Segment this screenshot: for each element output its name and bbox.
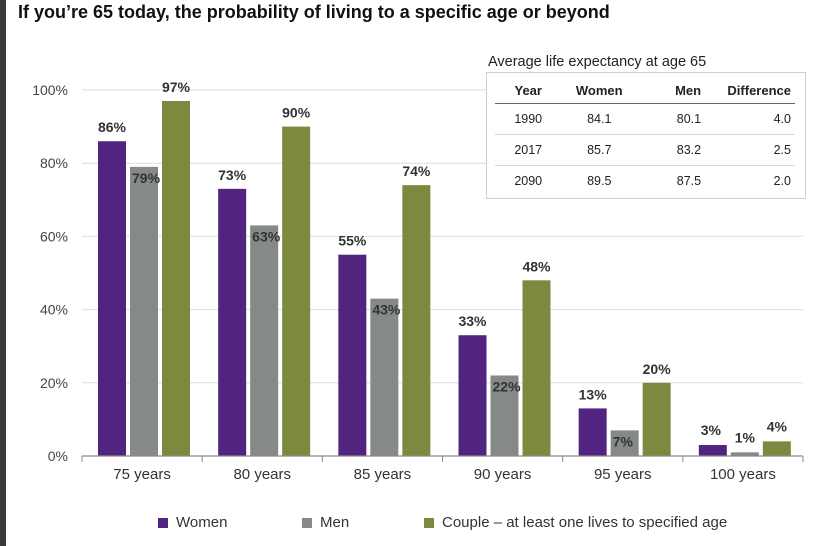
table-cell-men: 83.2 <box>637 134 706 166</box>
bar-men <box>250 225 279 456</box>
x-tick-label: 80 years <box>233 466 291 483</box>
x-tick-label: 90 years <box>474 466 532 483</box>
data-label: 22% <box>493 378 522 394</box>
bar-women <box>338 254 367 456</box>
data-label: 63% <box>252 228 281 244</box>
legend-label-men: Men <box>320 514 350 531</box>
chart-title: If you’re 65 today, the probability of l… <box>18 2 610 22</box>
y-tick-label: 100% <box>32 82 68 98</box>
table-header-year: Year <box>495 77 562 104</box>
legend-swatch-couple <box>424 517 434 528</box>
bar-women <box>218 188 247 456</box>
y-tick-label: 80% <box>40 155 68 171</box>
bar-men <box>490 375 519 456</box>
data-label: 4% <box>767 418 788 434</box>
table-cell-difference: 2.5 <box>705 134 795 166</box>
x-tick-label: 85 years <box>354 466 412 483</box>
legend-swatch-women <box>158 517 168 528</box>
table-cell-year: 2017 <box>495 134 562 166</box>
data-label: 3% <box>701 422 722 438</box>
bar-couple <box>642 382 671 456</box>
data-label: 79% <box>132 170 161 186</box>
data-label: 43% <box>372 302 401 318</box>
bar-women <box>698 445 727 456</box>
table-cell-women: 85.7 <box>561 134 638 166</box>
bar-women <box>578 408 607 456</box>
table-cell-men: 87.5 <box>676 174 702 188</box>
table-row: 2017 85.7 83.2 2.5 <box>495 134 795 166</box>
y-tick-label: 60% <box>40 228 68 244</box>
bar-couple <box>162 100 190 456</box>
table-header-difference: Difference <box>705 77 795 104</box>
bar-couple <box>282 126 311 456</box>
table-cell-year: 1990 <box>514 112 543 126</box>
x-tick-label: 95 years <box>594 466 652 483</box>
bar-couple <box>522 280 551 456</box>
bar-men <box>130 166 158 457</box>
bar-couple <box>762 441 791 456</box>
table-row: 1990 84.1 80.1 4.0 <box>495 104 795 135</box>
table-cell-women: 84.1 <box>587 112 612 126</box>
table-header-men: Men <box>637 77 706 104</box>
data-label: 1% <box>735 429 756 445</box>
data-label: 97% <box>162 79 191 95</box>
table-cell-difference: 2.0 <box>773 174 791 188</box>
table-cell-men: 80.1 <box>676 112 702 126</box>
data-label: 86% <box>98 119 127 135</box>
legend-label-women: Women <box>176 514 228 531</box>
table-header-row: Year Women Men Difference <box>495 77 795 104</box>
legend-item-couple: Couple – at least one lives to specified… <box>424 514 727 531</box>
bar-women <box>458 335 487 456</box>
inset-title: Average life expectancy at age 65 <box>488 54 707 70</box>
bar-men <box>610 430 639 456</box>
life-expectancy-table: Year Women Men Difference 1990 84.1 80.1… <box>495 77 795 196</box>
x-tick-label: 100 years <box>710 466 776 483</box>
legend-swatch-men <box>302 517 312 528</box>
data-label: 7% <box>613 433 634 449</box>
legend-item-women: Women <box>158 514 227 531</box>
table-cell-difference: 4.0 <box>773 112 791 126</box>
bar-men <box>370 298 399 456</box>
data-label: 55% <box>338 233 367 249</box>
table-header-women: Women <box>561 77 638 104</box>
legend-item-men: Men <box>302 514 349 531</box>
life-expectancy-table-panel: Year Women Men Difference 1990 84.1 80.1… <box>486 72 806 199</box>
data-label: 48% <box>522 258 551 274</box>
data-label: 33% <box>458 313 487 329</box>
bar-men <box>730 452 759 456</box>
y-tick-label: 40% <box>40 302 68 318</box>
bar-women <box>98 141 126 457</box>
x-tick-label: 75 years <box>113 466 171 483</box>
left-edge-strip <box>0 0 6 546</box>
data-label: 73% <box>218 167 247 183</box>
y-tick-label: 0% <box>48 448 68 464</box>
table-cell-year: 2090 <box>514 174 543 188</box>
y-tick-label: 20% <box>40 375 68 391</box>
data-label: 74% <box>402 163 431 179</box>
table-cell-women: 89.5 <box>587 174 612 188</box>
data-label: 90% <box>282 105 311 121</box>
table-row: 2090 89.5 87.5 2.0 <box>495 166 795 197</box>
data-label: 20% <box>643 361 672 377</box>
legend-label-couple: Couple – at least one lives to specified… <box>442 514 728 531</box>
data-label: 13% <box>579 386 608 402</box>
bar-couple <box>402 185 431 456</box>
